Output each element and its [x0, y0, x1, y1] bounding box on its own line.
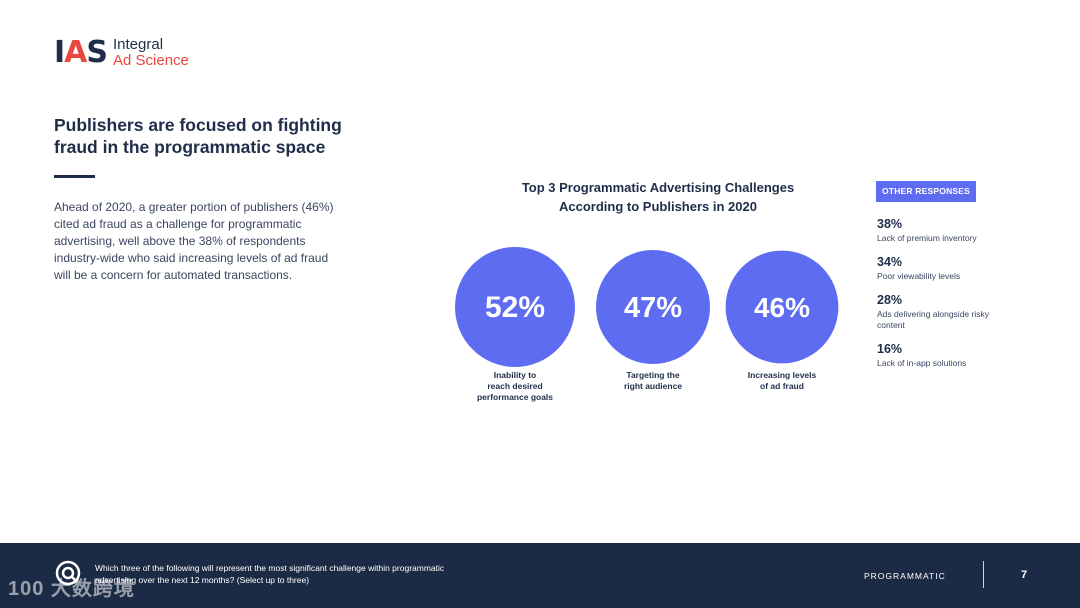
- bubble-category-label: Targeting the: [626, 370, 679, 380]
- other-response-label: Lack of in-app solutions: [877, 358, 967, 368]
- chart-title-line-1: Top 3 Programmatic Advertising Challenge…: [521, 180, 795, 195]
- other-response-label: Ads delivering alongside risky content: [877, 309, 989, 330]
- bubble-category-label: reach desired: [487, 381, 542, 391]
- bubble-category-label: performance goals: [477, 392, 553, 402]
- other-responses-badge: OTHER RESPONSES: [876, 181, 977, 202]
- other-response-item: 34% Poor viewability levels: [877, 255, 1027, 282]
- other-response-pct: 28%: [877, 293, 903, 307]
- headline-divider: [54, 175, 95, 178]
- page-number: 7: [1021, 569, 1028, 581]
- bubble-value-label: 47%: [624, 292, 682, 324]
- logo-line-2: Ad Science: [113, 52, 189, 69]
- chart-title: Top 3 Programmatic Advertising Challenge…: [488, 178, 828, 216]
- bubble-value-label: 46%: [754, 292, 810, 323]
- ias-logo: IAS Integral Ad Science: [54, 36, 189, 70]
- other-response-pct: 16%: [877, 342, 903, 356]
- section-label: PROGRAMMATIC: [864, 571, 946, 581]
- logo-line-1: Integral: [113, 36, 164, 53]
- other-response-label: Poor viewability levels: [877, 271, 961, 281]
- bubble-1: [455, 247, 575, 367]
- ias-logo-mark: IAS: [54, 35, 108, 70]
- other-response-pct: 38%: [877, 217, 903, 231]
- bubble-2: [596, 250, 710, 364]
- bubble-value-label: 52%: [485, 291, 545, 324]
- other-response-item: 28% Ads delivering alongside risky conte…: [877, 293, 997, 331]
- watermark-text: 100 大数跨境: [8, 578, 135, 600]
- ias-logo-text: Integral Ad Science: [113, 37, 189, 69]
- bubble-category-label: right audience: [624, 381, 682, 391]
- page-headline: Publishers are focused on fighting fraud…: [54, 115, 342, 157]
- other-response-pct: 34%: [877, 255, 903, 269]
- other-response-item: 38% Lack of premium inventory: [877, 217, 1027, 244]
- target-icon: [55, 560, 81, 586]
- bubble-3: [725, 250, 839, 364]
- body-paragraph: Ahead of 2020, a greater portion of publ…: [54, 200, 334, 282]
- survey-question: Which three of the following will repres…: [95, 563, 445, 585]
- footer-bar: Which three of the following will repres…: [0, 543, 1080, 608]
- chart-title-line-2: According to Publishers in 2020: [559, 199, 757, 214]
- other-response-label: Lack of premium inventory: [877, 233, 977, 243]
- other-response-item: 16% Lack of in-app solutions: [877, 342, 1027, 369]
- bubble-category-label: of ad fraud: [760, 381, 804, 391]
- bubble-category-label: Increasing levels: [748, 370, 817, 380]
- footer-separator: [983, 561, 984, 588]
- bubble-category-label: Inability to: [494, 370, 537, 380]
